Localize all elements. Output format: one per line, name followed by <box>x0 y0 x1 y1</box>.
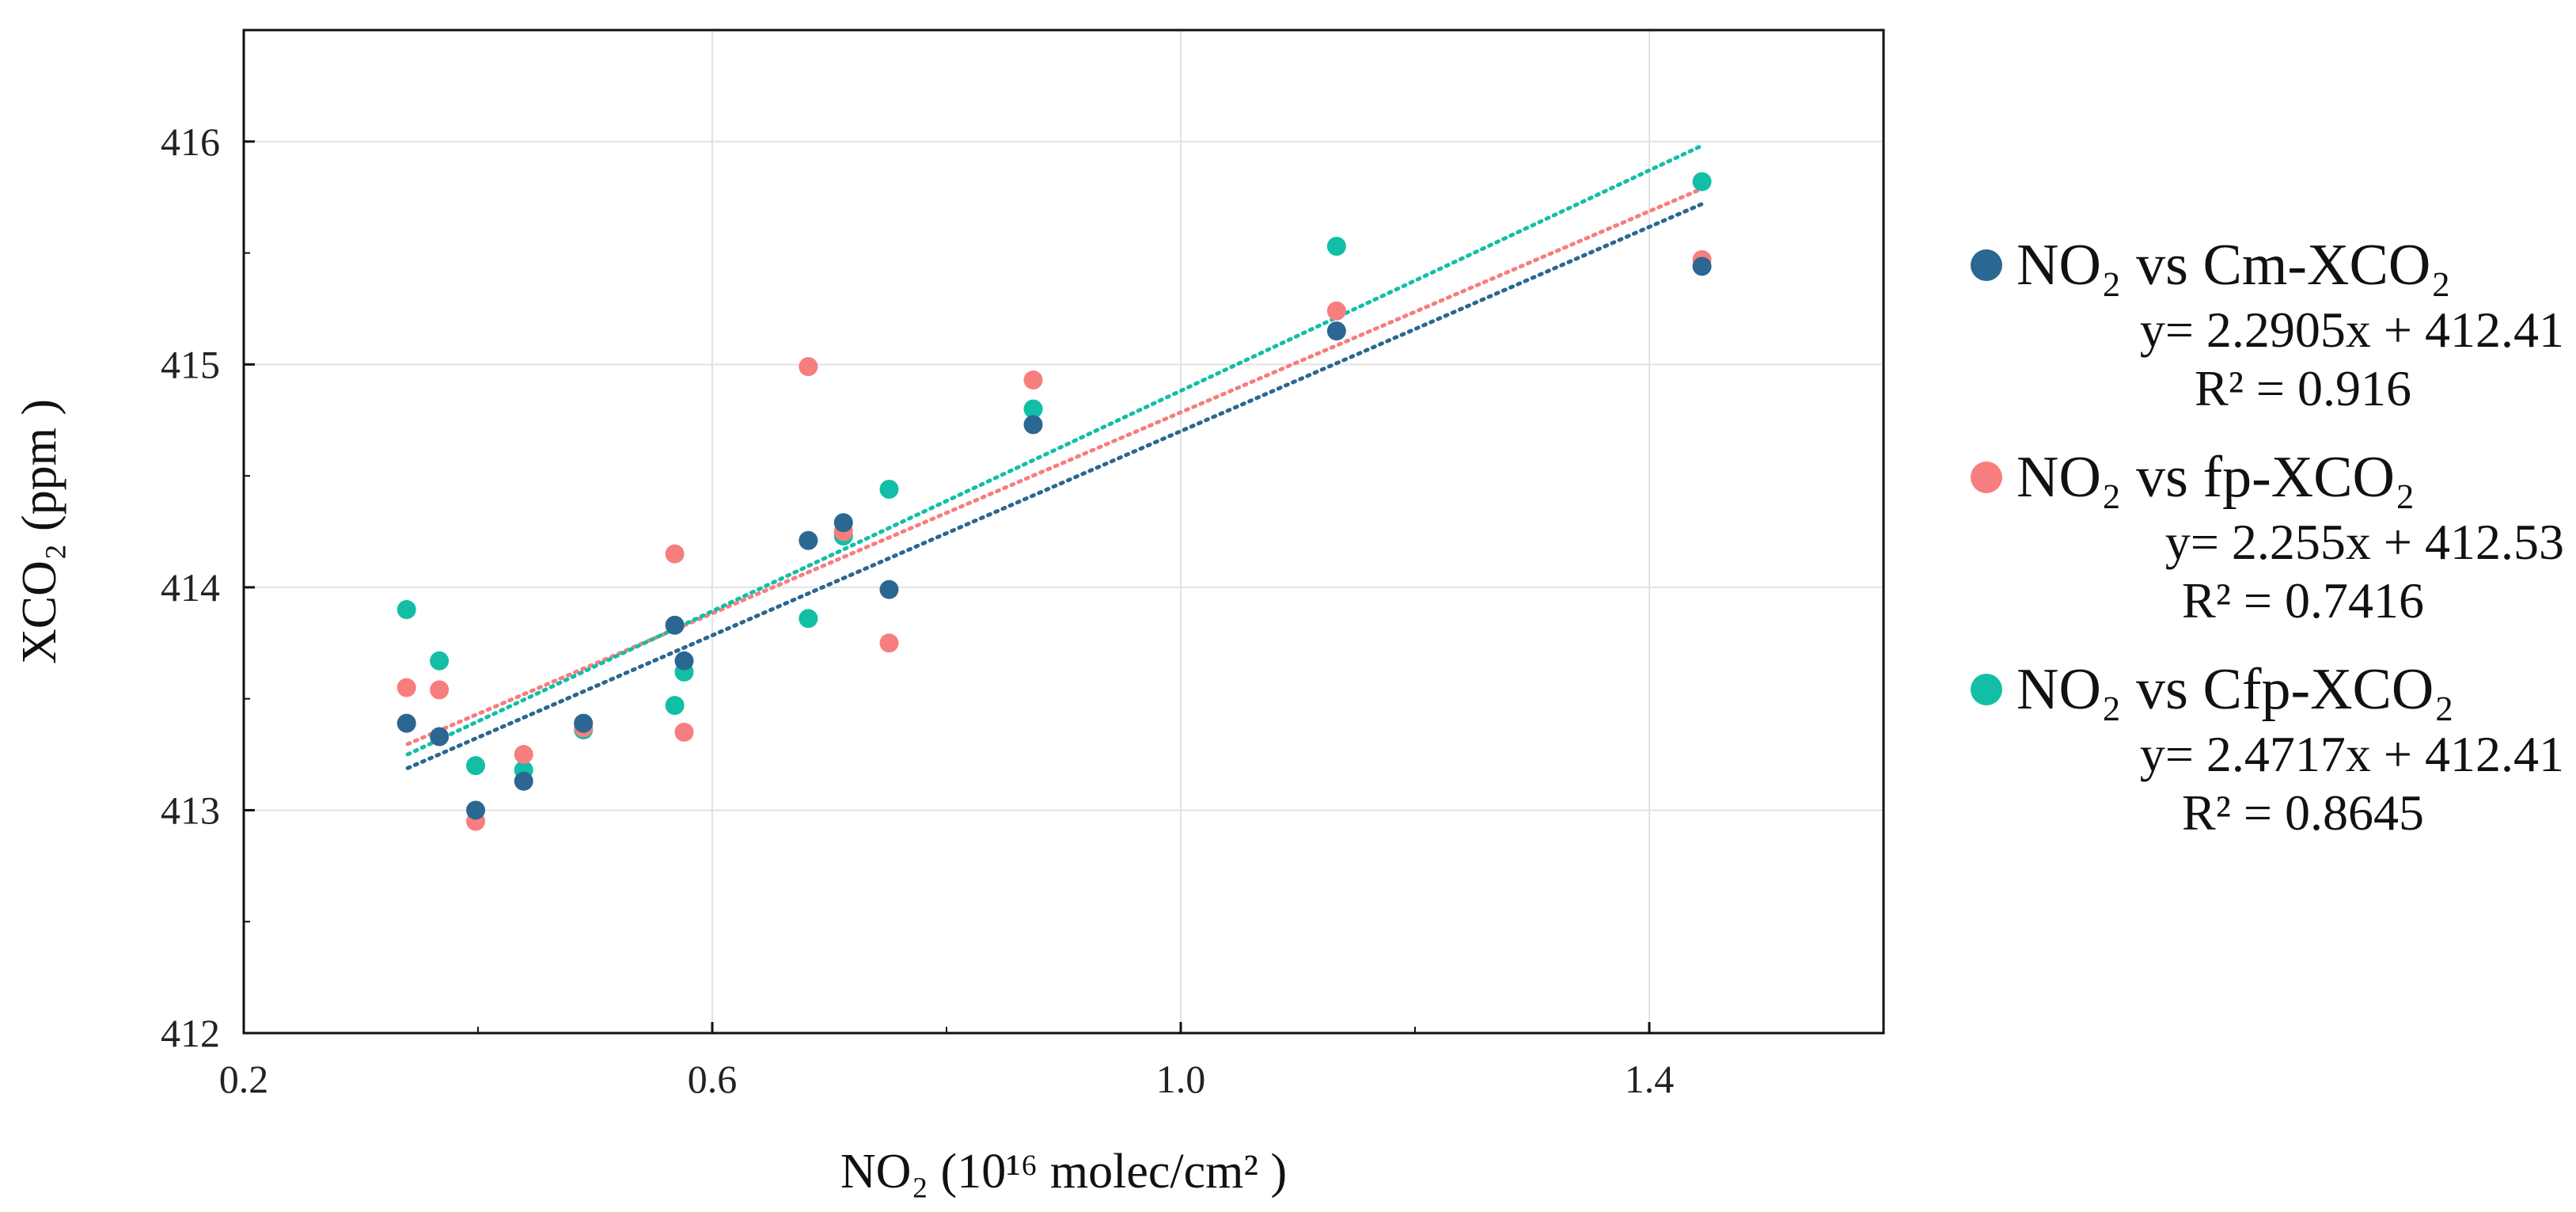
y-tick-label-0: 412 <box>161 1011 220 1055</box>
x-tick-label-0: 0.2 <box>219 1057 269 1101</box>
trendline-series-0 <box>405 202 1705 770</box>
x-tick-label-2: 1.0 <box>1156 1057 1206 1101</box>
point-series-2-11 <box>1326 237 1346 256</box>
point-series-0-6 <box>674 651 694 671</box>
x-axis-title: NO₂ (10¹⁶ molec/cm² ) <box>840 1145 1287 1199</box>
plot-frame <box>242 28 1885 1035</box>
point-series-0-0 <box>396 713 416 733</box>
point-series-0-12 <box>1692 256 1712 276</box>
point-series-1-9 <box>879 633 899 653</box>
point-series-1-6 <box>674 722 694 742</box>
legend-marker-cm <box>1971 249 2002 281</box>
point-series-0-11 <box>1326 321 1346 341</box>
point-series-1-5 <box>665 544 685 564</box>
legend-label-cfp: NO₂ vs Cfp-XCO₂ <box>2016 657 2455 722</box>
legend-label-fp: NO₂ vs fp-XCO₂ <box>2016 445 2415 510</box>
legend-marker-fp <box>1971 462 2002 493</box>
legend-r2-fp: R² = 0.7416 <box>2182 572 2424 629</box>
trendline-series-1 <box>405 186 1705 747</box>
point-series-0-5 <box>665 615 685 635</box>
legend-equation-cm: y= 2.2905x + 412.41 <box>2139 302 2564 358</box>
y-tick-label-1: 413 <box>161 788 220 832</box>
point-series-0-2 <box>466 800 486 820</box>
legend-r2-cfp: R² = 0.8645 <box>2182 785 2424 841</box>
point-series-2-2 <box>466 756 486 776</box>
point-series-1-7 <box>799 357 818 377</box>
y-tick-label-4: 416 <box>161 120 220 164</box>
point-series-0-9 <box>879 579 899 599</box>
axis-ticks: 0.2 0.6 1.0 1.4 412 413 414 415 416 <box>161 120 1674 1101</box>
point-series-0-8 <box>833 513 853 533</box>
point-series-1-11 <box>1326 301 1346 321</box>
legend-equation-cfp: y= 2.4717x + 412.41 <box>2139 726 2564 782</box>
point-series-2-10 <box>1023 399 1043 419</box>
legend-r2-cm: R² = 0.916 <box>2195 360 2411 416</box>
legend: NO₂ vs Cm-XCO₂ y= 2.2905x + 412.41 R² = … <box>1971 230 2572 866</box>
y-tick-label-2: 414 <box>161 565 220 610</box>
point-series-1-0 <box>396 678 416 697</box>
point-series-2-12 <box>1692 172 1712 192</box>
grid-lines <box>243 30 1884 1034</box>
legend-equation-fp: y= 2.255x + 412.53 <box>2164 514 2564 570</box>
legend-entry-cfp: NO₂ vs Cfp-XCO₂ y= 2.4717x + 412.41 R² =… <box>1971 654 2572 842</box>
legend-label-cm: NO₂ vs Cm-XCO₂ <box>2016 233 2452 298</box>
y-tick-label-3: 415 <box>161 342 220 386</box>
x-tick-label-1: 0.6 <box>688 1057 738 1101</box>
point-series-1-10 <box>1023 370 1043 390</box>
point-series-0-10 <box>1023 415 1043 435</box>
point-series-2-5 <box>665 696 685 716</box>
legend-entry-cm: NO₂ vs Cm-XCO₂ y= 2.2905x + 412.41 R² = … <box>1971 230 2572 418</box>
trendlines <box>405 143 1705 770</box>
legend-marker-cfp <box>1971 674 2002 705</box>
point-series-0-4 <box>574 713 594 733</box>
point-series-2-0 <box>396 600 416 620</box>
point-series-2-7 <box>799 609 818 629</box>
data-points <box>396 172 1712 831</box>
trendline-series-2 <box>405 143 1705 757</box>
point-series-0-1 <box>430 727 450 747</box>
x-tick-label-3: 1.4 <box>1625 1057 1675 1101</box>
point-series-1-1 <box>430 680 450 700</box>
point-series-2-1 <box>430 651 450 671</box>
point-series-1-3 <box>514 745 533 765</box>
y-axis-title: XCO₂ (ppm ) <box>13 399 66 664</box>
point-series-2-9 <box>879 480 899 500</box>
point-series-0-7 <box>799 530 818 550</box>
legend-entry-fp: NO₂ vs fp-XCO₂ y= 2.255x + 412.53 R² = 0… <box>1971 442 2572 630</box>
point-series-0-3 <box>514 771 533 791</box>
